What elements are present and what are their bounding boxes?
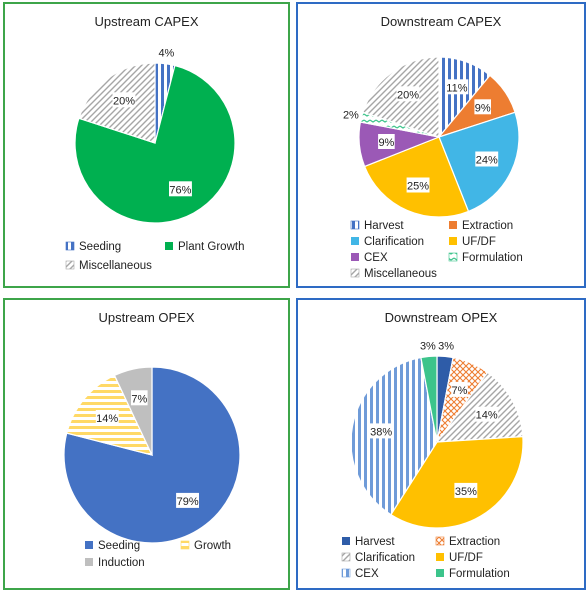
legend-label-miscellaneous: Miscellaneous xyxy=(364,268,437,280)
legend-swatch-cex xyxy=(341,568,351,578)
legend-label-harvest: Harvest xyxy=(355,536,395,548)
panel-upstream-opex: Upstream OPEX 79% 14% 7% Seeding Growth Induct… xyxy=(3,298,290,590)
data-label-bg xyxy=(406,177,430,193)
data-label-bg xyxy=(475,151,499,167)
legend-label-seeding: Seeding xyxy=(98,540,140,552)
data-label-extraction: 7% xyxy=(452,385,468,397)
legend-label-formulation: Formulation xyxy=(462,252,523,264)
data-label-bg xyxy=(378,134,395,149)
legend-swatch-induction xyxy=(85,558,93,566)
legend-swatch-formulation xyxy=(436,569,444,577)
legend-label-formulation: Formulation xyxy=(449,568,510,580)
data-label-plant-growth: 76% xyxy=(169,184,191,196)
chart-title: Downstream OPEX xyxy=(385,310,498,325)
legend-label-induction: Induction xyxy=(98,557,145,569)
legend-swatch-seeding xyxy=(85,541,93,549)
legend-swatch-clarification xyxy=(351,237,359,245)
chart-downstream-opex: Downstream OPEX 3% 7% 14% 35% 38% 3% Harvest Ext… xyxy=(341,310,524,580)
data-label-bg xyxy=(445,79,469,95)
slice-induction xyxy=(113,366,153,456)
legend-label-extraction: Extraction xyxy=(462,220,513,232)
legend-label-clarification: Clarification xyxy=(355,552,415,564)
legend-label-cex: CEX xyxy=(364,252,388,264)
data-label-seeding: 79% xyxy=(177,496,199,508)
data-label-bg xyxy=(396,86,420,102)
legend-label-miscellaneous: Miscellaneous xyxy=(79,260,152,272)
legend-swatch-plant-growth xyxy=(165,242,173,250)
data-label-uf-df: 35% xyxy=(455,486,477,498)
legend-swatch-cex xyxy=(351,253,359,261)
data-label-uf-df: 25% xyxy=(407,181,429,193)
data-label-clarification: 14% xyxy=(476,410,498,422)
legend-label-seeding: Seeding xyxy=(79,241,121,253)
legend-label-clarification: Clarification xyxy=(364,236,424,248)
data-label-induction: 7% xyxy=(131,393,147,405)
panel-downstream-opex: Downstream OPEX 3% 7% 14% 35% 38% 3% Harvest Ext… xyxy=(296,298,586,590)
data-label-miscellaneous: 20% xyxy=(397,89,419,101)
data-label-bg xyxy=(131,390,148,406)
panel-upstream-capex: Upstream CAPEX 4% 76% 20% Seeding Plant Growt… xyxy=(3,2,290,288)
legend-swatch-extraction xyxy=(435,536,445,546)
data-label-bg xyxy=(176,492,199,508)
slice-plant-growth xyxy=(74,64,236,224)
legend-label-extraction: Extraction xyxy=(449,536,500,548)
slice-uf-df xyxy=(390,435,524,529)
data-label-bg xyxy=(454,482,478,498)
chart-upstream-opex: Upstream OPEX 79% 14% 7% Seeding Growth Induct… xyxy=(63,310,241,569)
legend-swatch-extraction xyxy=(449,221,457,229)
data-label-bg xyxy=(451,381,468,397)
legend-swatch-uf-df xyxy=(449,237,457,245)
slice-uf-df xyxy=(363,136,470,218)
legend-swatch-harvest xyxy=(342,537,350,545)
data-label-bg xyxy=(369,423,393,439)
legend-swatch-growth xyxy=(180,540,190,550)
chart-downstream-capex: Downstream CAPEX 11% 9% 24% 25% 9% 2% 20% Harves… xyxy=(343,14,523,280)
data-label-bg xyxy=(475,406,499,422)
legend-swatch-uf-df xyxy=(436,553,444,561)
panel-downstream-capex: Downstream CAPEX 11% 9% 24% 25% 9% 2% 20% Harves… xyxy=(296,2,586,288)
chart-title: Upstream CAPEX xyxy=(94,14,198,29)
chart-title: Upstream OPEX xyxy=(98,310,194,325)
data-label-bg xyxy=(169,181,192,197)
legend-label-harvest: Harvest xyxy=(364,220,404,232)
slice-formulation xyxy=(420,355,438,443)
legend-label-cex: CEX xyxy=(355,568,379,580)
data-label-seeding: 4% xyxy=(158,48,174,60)
legend-label-uf-df: UF/DF xyxy=(462,236,496,248)
chart-upstream-capex: Upstream CAPEX 4% 76% 20% Seeding Plant Growt… xyxy=(65,14,244,272)
data-label-cex: 9% xyxy=(378,137,394,149)
legend-label-uf-df: UF/DF xyxy=(449,552,483,564)
data-label-harvest: 3% xyxy=(438,340,454,352)
legend-label-growth: Growth xyxy=(194,540,231,552)
legend-label-plant-growth: Plant Growth xyxy=(178,241,244,253)
data-label-formulation: 3% xyxy=(420,340,436,352)
legend-swatch-seeding xyxy=(65,241,75,251)
legend-swatch-clarification xyxy=(341,552,351,562)
data-label-miscellaneous: 20% xyxy=(113,95,135,107)
data-label-harvest: 11% xyxy=(446,82,467,94)
legend-swatch-formulation xyxy=(448,252,458,262)
legend-swatch-harvest xyxy=(350,220,360,230)
data-label-bg xyxy=(474,99,491,115)
legend-swatch-miscellaneous xyxy=(350,268,360,278)
slice-cex xyxy=(350,356,438,516)
data-label-bg xyxy=(112,92,136,108)
data-label-clarification: 24% xyxy=(476,155,498,167)
data-label-bg xyxy=(95,410,119,425)
legend-swatch-miscellaneous xyxy=(65,260,75,270)
data-label-cex: 38% xyxy=(370,426,392,438)
data-label-extraction: 9% xyxy=(475,102,491,114)
data-label-growth: 14% xyxy=(96,413,118,425)
data-label-formulation: 2% xyxy=(343,109,359,121)
chart-title: Downstream CAPEX xyxy=(381,14,502,29)
